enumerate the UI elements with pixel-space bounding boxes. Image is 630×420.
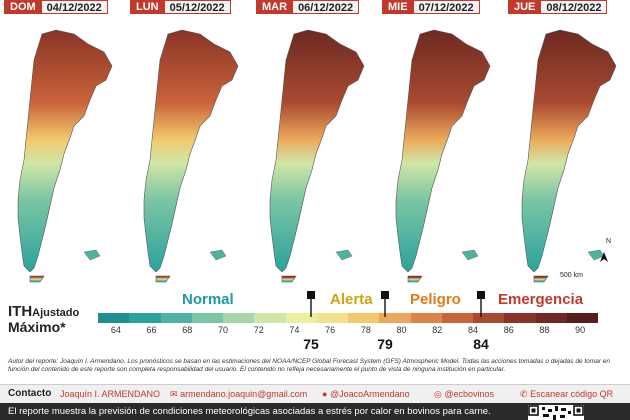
- instagram-icon: ◎: [434, 389, 442, 399]
- tick-label: 70: [217, 325, 229, 335]
- color-scale-swatch: [441, 313, 473, 323]
- day-date: 06/12/2022: [293, 0, 360, 14]
- day-tab-0[interactable]: DOM 04/12/2022: [4, 0, 108, 14]
- day-name: JUE: [508, 0, 542, 14]
- day-date: 07/12/2022: [413, 0, 480, 14]
- tick-label: 68: [182, 325, 193, 335]
- day-name: DOM: [4, 0, 42, 14]
- footer-text: El reporte muestra la previsión de condi…: [8, 406, 491, 417]
- day-tab-3[interactable]: MIE 07/12/2022: [382, 0, 480, 14]
- category-emergencia: Emergencia: [498, 291, 584, 308]
- threshold-79: 79: [377, 336, 393, 352]
- threshold-marker-icon: [477, 291, 485, 317]
- color-scale-swatch: [535, 313, 567, 323]
- qr-link[interactable]: ✆ Escanear código QR: [520, 389, 614, 399]
- argentina-map-2: [269, 29, 365, 283]
- tick-label: 90: [575, 325, 586, 335]
- threshold-marker-icon: [307, 291, 315, 317]
- day-name: LUN: [130, 0, 165, 14]
- day-tab-2[interactable]: MAR 06/12/2022: [256, 0, 360, 14]
- qr-code-icon[interactable]: [528, 405, 584, 420]
- color-scale-swatch: [473, 313, 505, 323]
- color-scale-swatch: [160, 313, 192, 323]
- color-scale-ticks: 64 66 68 70 72 74 76 78 80 82 84 86 88 90: [98, 325, 598, 337]
- scale-bar: N 500 km: [560, 238, 611, 279]
- color-scale-swatch: [98, 313, 130, 323]
- north-arrow-icon: [600, 252, 608, 262]
- tick-label: 66: [146, 325, 157, 335]
- tick-label: 78: [360, 325, 371, 335]
- day-tab-4[interactable]: JUE 08/12/2022: [508, 0, 608, 14]
- category-peligro: Peligro: [410, 291, 461, 308]
- argentina-map-3: [395, 29, 491, 283]
- color-scale-bar: [98, 313, 598, 323]
- contact-name: Joaquín I. ARMENDANO: [60, 389, 161, 399]
- color-scale-swatch: [348, 313, 380, 323]
- email-link[interactable]: ✉ armendano.joaquin@gmail.com: [170, 389, 308, 399]
- color-scale-swatch: [285, 313, 317, 323]
- tick-label: 74: [289, 325, 300, 335]
- legend-ith: ITH: [8, 303, 33, 320]
- day-name: MIE: [382, 0, 414, 14]
- color-scale-swatch: [566, 313, 598, 323]
- mail-icon: ✉: [170, 389, 178, 399]
- threshold-marker-icon: [381, 291, 389, 317]
- day-header-strip: DOM 04/12/2022 LUN 05/12/2022 MAR 06/12/…: [0, 0, 630, 14]
- color-scale-swatch: [316, 313, 348, 323]
- color-scale-swatch: [223, 313, 255, 323]
- color-scale-swatch: [504, 313, 536, 323]
- color-scale-swatch: [191, 313, 223, 323]
- legend-maximo: Máximo*: [8, 319, 66, 335]
- day-date: 04/12/2022: [41, 0, 108, 14]
- tick-label: 72: [253, 325, 264, 335]
- forecast-maps-svg: [17, 29, 617, 283]
- day-date: 05/12/2022: [164, 0, 231, 14]
- threshold-75: 75: [303, 336, 319, 352]
- color-scale-swatch: [410, 313, 442, 323]
- day-date: 08/12/2022: [541, 0, 608, 14]
- forecast-maps: [0, 16, 630, 284]
- north-label: N: [606, 238, 612, 245]
- category-normal: Normal: [182, 291, 234, 308]
- tick-label: 82: [432, 325, 443, 335]
- instagram-link[interactable]: ◎ @ecbovinos: [434, 389, 495, 399]
- tick-label: 76: [325, 325, 336, 335]
- legend-title: ITHAjustado Máximo*: [8, 303, 79, 335]
- argentina-map-1: [143, 29, 239, 283]
- contact-bar: Contacto Joaquín I. ARMENDANO ✉ armendan…: [0, 384, 630, 404]
- tick-label: 88: [539, 325, 550, 335]
- threshold-84: 84: [473, 336, 489, 352]
- scale-label: 500 km: [560, 272, 583, 279]
- argentina-map-4: [521, 29, 617, 283]
- tick-label: 84: [467, 325, 479, 335]
- tick-label: 64: [110, 325, 121, 335]
- color-scale-swatch: [129, 313, 161, 323]
- legend-ajustado: Ajustado: [32, 307, 80, 319]
- whatsapp-icon: ✆: [520, 389, 528, 399]
- day-name: MAR: [256, 0, 294, 14]
- footer-bar: El reporte muestra la previsión de condi…: [0, 403, 630, 420]
- tick-label: 80: [396, 325, 407, 335]
- category-alerta: Alerta: [330, 291, 373, 308]
- color-scale-swatch: [379, 313, 411, 323]
- tick-label: 86: [503, 325, 514, 335]
- twitter-link[interactable]: ● @JoacoArmendano: [322, 389, 410, 399]
- author-disclaimer: Autor del reporte: Joaquín I. Armendano.…: [8, 358, 611, 373]
- argentina-map-0: [17, 29, 113, 283]
- color-scale-swatch: [254, 313, 286, 323]
- twitter-icon: ●: [322, 389, 328, 399]
- contact-label: Contacto: [8, 388, 52, 399]
- day-tab-1[interactable]: LUN 05/12/2022: [130, 0, 231, 14]
